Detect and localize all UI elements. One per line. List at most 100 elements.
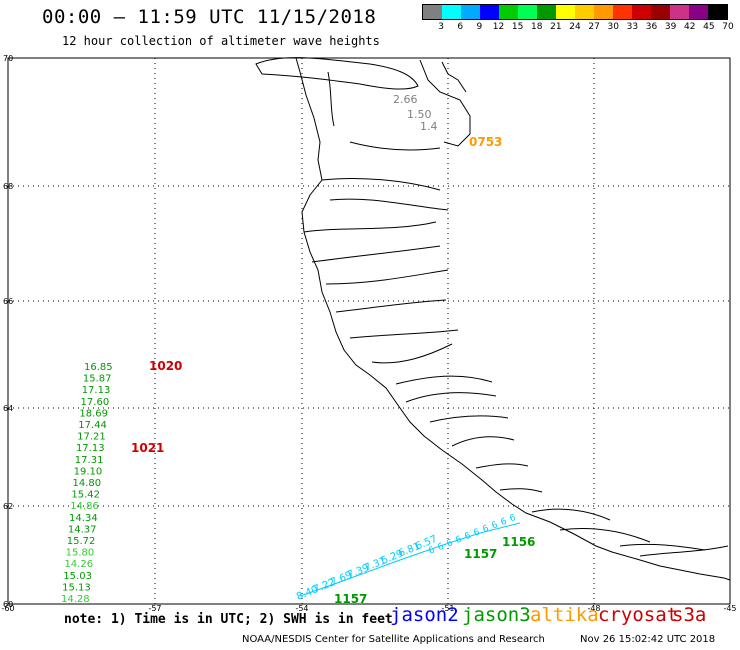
colorbar-label: 3 xyxy=(438,22,444,32)
lat-tick-label: 64 xyxy=(3,404,13,413)
cryosat-time-label: 1020 xyxy=(149,359,182,373)
jason3-swh-label: 14.26 xyxy=(64,559,93,570)
colorbar-label: 15 xyxy=(511,22,524,32)
altika-time-label: 0753 xyxy=(469,135,502,149)
lon-tick-label: -45 xyxy=(723,604,736,613)
jason2-swh-label: 6 xyxy=(472,527,481,539)
colorbar-swatch xyxy=(575,5,594,19)
jason3-swh-label: 18.69 xyxy=(79,408,108,419)
colorbar-swatch xyxy=(518,5,537,19)
altimeter-tracks: 16.8515.8717.1317.6018.6917.4417.2117.13… xyxy=(61,93,535,606)
jason2-swh-label: 6 xyxy=(445,538,454,550)
colorbar-label: 42 xyxy=(684,22,696,32)
colorbar-label: 24 xyxy=(569,22,581,32)
generation-timestamp: Nov 26 15:02:42 UTC 2018 xyxy=(580,634,716,645)
jason3-time-label: 1157 xyxy=(464,547,497,561)
colorbar-label: 21 xyxy=(550,22,562,32)
jason3-swh-label: 15.42 xyxy=(71,490,100,501)
legend-jason3: jason3 xyxy=(462,604,531,626)
colorbar-label: 39 xyxy=(664,22,677,32)
lat-tick-label: 60 xyxy=(3,600,13,609)
map-frame xyxy=(7,57,731,605)
lon-tick-label: -54 xyxy=(295,604,308,613)
jason3-swh-label: 19.10 xyxy=(74,466,103,477)
lat-tick-label: 62 xyxy=(3,502,13,511)
map-subtitle: 12 hour collection of altimeter wave hei… xyxy=(62,34,380,48)
swh-label: 1.4 xyxy=(420,120,438,133)
lat-lon-gridlines xyxy=(7,57,731,605)
legend-s3a: s3a xyxy=(672,604,707,626)
lat-tick-label: 70 xyxy=(3,54,13,63)
colorbar-label: 70 xyxy=(722,22,734,32)
colorbar-swatch xyxy=(613,5,632,19)
colorbar-label: 6 xyxy=(457,22,464,32)
jason3-swh-label: 17.13 xyxy=(82,385,111,396)
colorbar-swatch xyxy=(708,5,727,19)
colorbar-label: 18 xyxy=(531,22,543,32)
jason2-swh-label: 6 xyxy=(508,513,517,525)
legend-cryosat: cryosat xyxy=(598,604,679,626)
colorbar-label: 9 xyxy=(476,22,483,32)
jason2-swh-label: 6 xyxy=(481,524,490,536)
jason3-swh-label: 17.21 xyxy=(77,432,106,443)
lon-tick-label: -57 xyxy=(148,604,161,613)
jason3-swh-label: 15.80 xyxy=(66,548,95,559)
jason3-swh-label: 14.86 xyxy=(70,501,99,512)
colorbar-swatch xyxy=(670,5,689,19)
greenland-coastline xyxy=(255,57,731,581)
lon-tick-label: -60 xyxy=(1,604,14,613)
lat-tick-label: 66 xyxy=(3,297,13,306)
jason3-swh-label: 15.03 xyxy=(63,571,92,582)
jason3-swh-label: 15.87 xyxy=(83,374,112,385)
colorbar-swatch xyxy=(594,5,613,19)
jason3-swh-label: 14.37 xyxy=(68,524,97,535)
jason2-swh-label: 6 xyxy=(427,545,436,557)
jason2-swh-label: 6 xyxy=(436,542,445,554)
colorbar-swatch xyxy=(442,5,461,19)
legend-altika: altika xyxy=(530,604,599,626)
colorbar-label: 36 xyxy=(645,22,658,32)
colorbar-swatch xyxy=(461,5,480,19)
jason2-swh-label: 6 xyxy=(490,520,499,532)
colorbar-swatch xyxy=(480,5,499,19)
jason2-swh-label: 6.57 xyxy=(414,534,439,553)
jason3-swh-label: 17.31 xyxy=(75,455,104,466)
colorbar-label: 30 xyxy=(607,22,619,32)
colorbar-swatch xyxy=(689,5,708,19)
colorbar-swatch xyxy=(632,5,651,19)
jason3-swh-label: 17.13 xyxy=(76,443,105,454)
colorbar-label: 33 xyxy=(626,22,639,32)
lon-tick-label: -51 xyxy=(441,604,454,613)
colorbar-swatch xyxy=(651,5,670,19)
lon-tick-label: -48 xyxy=(587,604,600,613)
jason3-swh-label: 15.13 xyxy=(62,582,91,593)
map-title: 00:00 – 11:59 UTC 11/15/2018 xyxy=(42,6,377,28)
colorbar-label: 27 xyxy=(588,22,600,32)
jason3-swh-label: 15.72 xyxy=(67,536,96,547)
legend-jason2: jason2 xyxy=(390,604,459,626)
colorbar-label: 45 xyxy=(703,22,715,32)
cryosat-time-label: 1021 xyxy=(131,441,164,455)
colorbar-swatch xyxy=(499,5,518,19)
footnote: note: 1) Time is in UTC; 2) SWH is in fe… xyxy=(64,612,393,627)
colorbar-swatch xyxy=(423,5,442,19)
jason3-swh-label: 14.80 xyxy=(73,478,102,489)
swh-label: 2.66 xyxy=(393,93,418,106)
swh-label: 1.50 xyxy=(407,108,432,121)
jason3-swh-label: 17.44 xyxy=(78,420,107,431)
jason3-swh-label: 17.60 xyxy=(81,397,110,408)
credit-line: NOAA/NESDIS Center for Satellite Applica… xyxy=(242,634,545,645)
wave-height-colorbar xyxy=(422,4,728,20)
colorbar-swatch xyxy=(537,5,556,19)
jason3-swh-label: 14.28 xyxy=(61,594,90,605)
jason3-time-label: 1156 xyxy=(502,535,535,549)
jason2-swh-label: 6 xyxy=(499,516,508,528)
jason3-time-label: 1157 xyxy=(334,592,367,606)
colorbar-label: 12 xyxy=(492,22,505,32)
colorbar-swatch xyxy=(556,5,575,19)
jason2-track xyxy=(299,522,521,597)
jason3-swh-label: 16.85 xyxy=(84,362,113,373)
